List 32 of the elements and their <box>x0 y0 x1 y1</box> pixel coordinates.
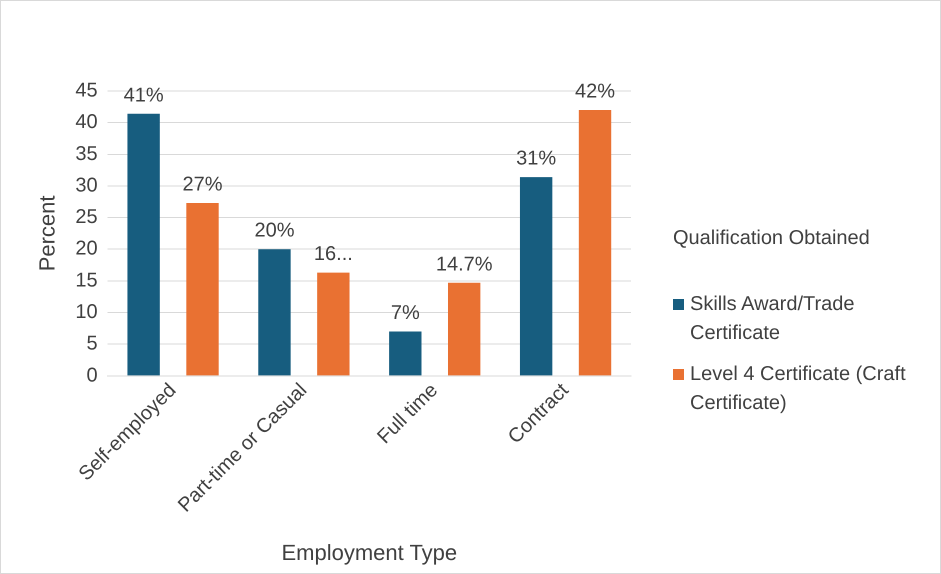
bar <box>389 332 422 376</box>
data-label: 31% <box>516 148 556 170</box>
y-tick-label: 25 <box>75 206 98 228</box>
bar <box>186 203 219 376</box>
y-tick-label: 15 <box>75 269 98 292</box>
data-label: 7% <box>390 302 420 324</box>
bar <box>317 272 350 376</box>
bar <box>448 282 480 376</box>
x-axis-title: Employment Type <box>281 540 458 565</box>
bar <box>127 114 160 376</box>
bar <box>258 249 291 376</box>
x-tick-label: Full time <box>373 379 442 448</box>
y-tick-label: 5 <box>86 332 98 355</box>
legend-label: Level 4 Certificate (Craft Certificate) <box>690 362 907 416</box>
data-label: 27% <box>182 174 223 196</box>
y-tick-label: 10 <box>75 301 98 324</box>
data-label: 14.7% <box>436 253 493 276</box>
data-label: 41% <box>124 84 164 106</box>
data-label: 16... <box>314 243 353 266</box>
legend-title: Qualification Obtained <box>673 227 871 250</box>
y-tick-label: 40 <box>75 111 98 134</box>
y-tick-label: 20 <box>75 238 98 260</box>
data-label: 42% <box>575 80 616 103</box>
data-label: 20% <box>254 220 295 242</box>
y-axis-title: Percent <box>34 195 60 272</box>
bar <box>578 110 612 376</box>
legend-label: Skills Award/Trade Certificate <box>690 292 856 346</box>
y-tick-label: 45 <box>75 80 98 102</box>
y-tick-label: 30 <box>75 174 98 196</box>
bar <box>520 177 552 376</box>
y-tick-label: 35 <box>75 142 98 165</box>
y-tick-label: 0 <box>86 364 98 386</box>
